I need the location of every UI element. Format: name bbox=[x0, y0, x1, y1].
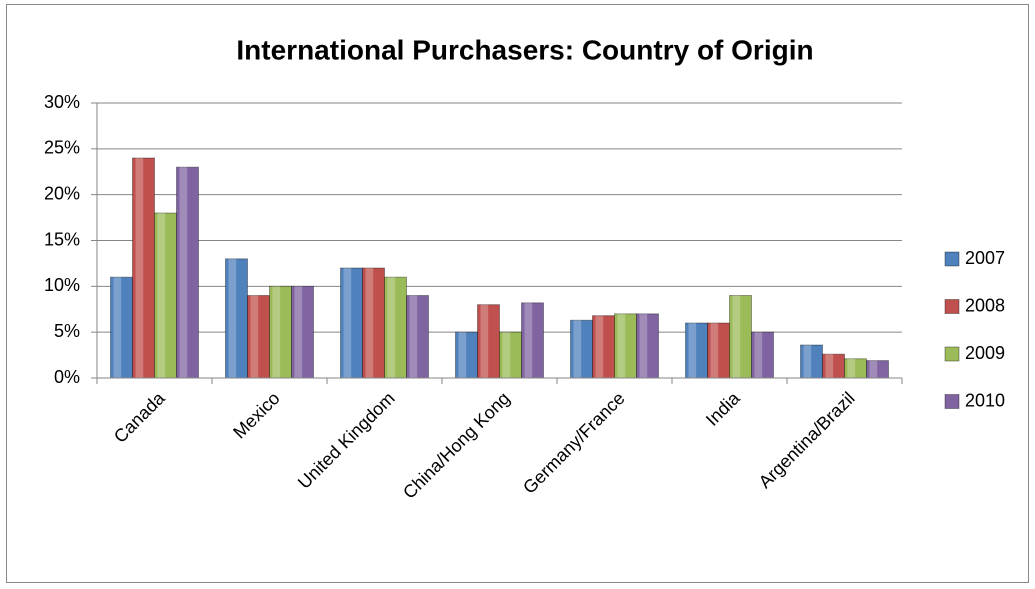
bar-highlight bbox=[869, 360, 878, 378]
bar-highlight bbox=[409, 295, 418, 378]
bar-highlight bbox=[480, 304, 489, 378]
legend-label: 2009 bbox=[965, 343, 1005, 363]
bar-highlight bbox=[617, 313, 626, 378]
bar-highlight bbox=[157, 213, 166, 378]
bar-highlight bbox=[502, 332, 511, 378]
bar-highlight bbox=[847, 358, 856, 378]
y-tick-label: 10% bbox=[44, 275, 80, 295]
y-tick-label: 15% bbox=[44, 229, 80, 249]
chart-title: International Purchasers: Country of Ori… bbox=[236, 34, 813, 65]
bar-highlight bbox=[365, 268, 374, 378]
bar-highlight bbox=[639, 313, 648, 378]
y-tick-label: 25% bbox=[44, 138, 80, 158]
y-tick-label: 0% bbox=[54, 367, 80, 387]
bar-highlight bbox=[524, 302, 533, 378]
bar-highlight bbox=[710, 323, 719, 378]
bar-highlight bbox=[595, 315, 604, 378]
bar-highlight bbox=[573, 320, 582, 378]
legend-swatch bbox=[944, 299, 960, 314]
bar-highlight bbox=[135, 158, 144, 378]
bar-highlight bbox=[803, 345, 812, 378]
bar-highlight bbox=[458, 332, 467, 378]
legend-label: 2010 bbox=[965, 390, 1005, 410]
bar-highlight bbox=[179, 167, 188, 378]
y-tick-label: 20% bbox=[44, 183, 80, 203]
bar-highlight bbox=[688, 323, 697, 378]
bar-highlight bbox=[343, 268, 352, 378]
bar-highlight bbox=[825, 354, 834, 378]
y-tick-label: 30% bbox=[44, 92, 80, 112]
bar-highlight bbox=[754, 332, 763, 378]
legend-label: 2007 bbox=[965, 248, 1005, 268]
legend-label: 2008 bbox=[965, 295, 1005, 315]
bar-highlight bbox=[250, 295, 259, 378]
legend-swatch bbox=[944, 346, 960, 362]
bar-highlight bbox=[294, 286, 303, 378]
bar-highlight bbox=[228, 258, 237, 378]
legend-swatch bbox=[944, 394, 960, 409]
bar-highlight bbox=[113, 277, 122, 378]
bar-highlight bbox=[272, 286, 281, 378]
legend-swatch bbox=[944, 251, 960, 267]
y-tick-label: 5% bbox=[54, 321, 80, 341]
bar-highlight bbox=[732, 295, 741, 378]
bar-highlight bbox=[387, 277, 396, 378]
